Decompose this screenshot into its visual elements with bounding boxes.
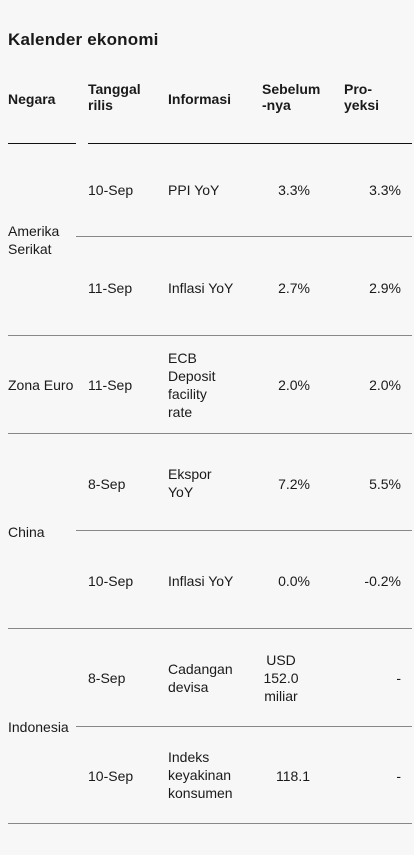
row-date: 8-Sep	[88, 476, 126, 492]
row-proj: 3.3%	[369, 182, 401, 198]
row-info: PPI YoY	[168, 182, 220, 198]
country-label: China	[8, 524, 45, 540]
row-proj: -	[396, 768, 401, 784]
header-informasi: Informasi	[168, 91, 232, 107]
row-proj: -	[396, 670, 401, 686]
group-divider	[8, 433, 412, 434]
header-underline	[8, 143, 76, 145]
row-prev: 2.7%	[278, 280, 310, 296]
header-negara: Negara	[8, 91, 56, 107]
row-prev: 118.1	[276, 768, 310, 784]
row-proj: 2.9%	[369, 280, 401, 296]
row-info: Indeks keyakinan konsumen	[168, 749, 233, 801]
row-date: 10-Sep	[88, 182, 134, 198]
page-title: Kalender ekonomi	[8, 30, 159, 49]
row-info: Cadangan devisa	[168, 661, 233, 695]
group-divider	[8, 628, 412, 629]
row-date: 10-Sep	[88, 768, 134, 784]
row-proj: 2.0%	[369, 377, 401, 393]
header-proyeksi: Pro- yeksi	[344, 81, 380, 113]
row-divider	[76, 530, 412, 531]
group-divider	[8, 335, 412, 336]
row-prev: 7.2%	[278, 476, 310, 492]
row-info: Inflasi YoY	[168, 573, 234, 589]
row-date: 11-Sep	[88, 280, 133, 296]
country-label: Zona Euro	[8, 377, 74, 393]
row-prev: 0.0%	[278, 573, 310, 589]
row-info: Inflasi YoY	[168, 280, 234, 296]
header-underline	[88, 143, 412, 145]
country-label: Indonesia	[8, 719, 69, 735]
row-date: 10-Sep	[88, 573, 134, 589]
header-tanggal: Tanggal rilis	[88, 81, 141, 113]
group-divider	[8, 823, 412, 824]
row-prev: 3.3%	[278, 182, 310, 198]
row-proj: 5.5%	[369, 476, 401, 492]
row-info: Ekspor YoY	[168, 466, 212, 500]
row-date: 11-Sep	[88, 377, 133, 393]
row-divider	[76, 236, 412, 237]
country-label: Amerika Serikat	[8, 223, 60, 257]
row-date: 8-Sep	[88, 670, 126, 686]
header-sebelumnya: Sebelum -nya	[262, 81, 321, 113]
row-divider	[76, 726, 412, 727]
row-proj: -0.2%	[364, 573, 401, 589]
row-prev: 2.0%	[278, 377, 310, 393]
row-prev: USD 152.0 miliar	[263, 652, 299, 704]
row-info: ECB Deposit facility rate	[168, 350, 216, 420]
